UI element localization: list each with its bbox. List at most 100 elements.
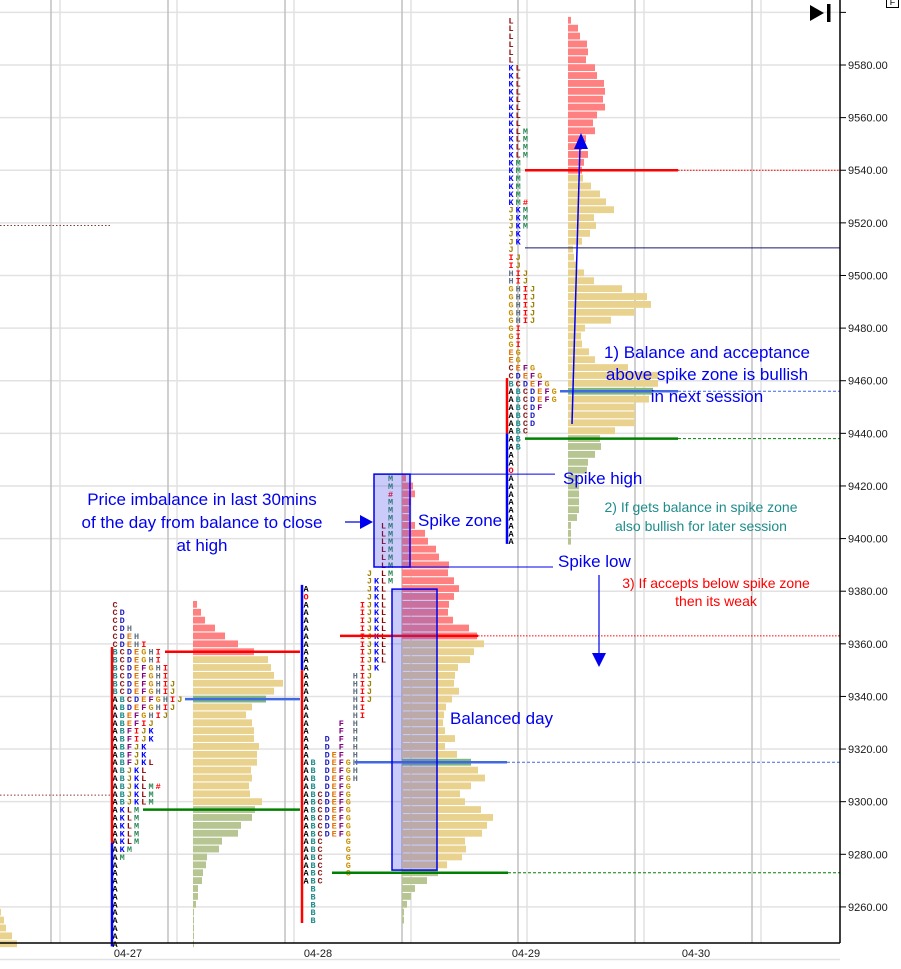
tpo-letter: A bbox=[303, 798, 309, 808]
tpo-letter: L bbox=[516, 143, 521, 153]
tpo-letter: D bbox=[523, 379, 528, 389]
tpo-letter: G bbox=[508, 316, 513, 326]
tpo-letter: K bbox=[508, 143, 514, 153]
tpo-letter: M bbox=[134, 821, 139, 831]
tpo-letter: A bbox=[303, 813, 309, 823]
tpo-letter: M bbox=[148, 798, 153, 808]
tpo-letter: A bbox=[303, 735, 309, 745]
tpo-letter: A bbox=[112, 750, 118, 760]
tpo-letter: J bbox=[170, 687, 175, 697]
tpo-letter: H bbox=[353, 766, 358, 776]
tpo-letter: L bbox=[516, 87, 521, 97]
spike-zone-label: Spike zone bbox=[418, 511, 502, 530]
volume-bar bbox=[568, 214, 594, 221]
tpo-letter: K bbox=[508, 182, 514, 192]
tpo-letter: C bbox=[523, 427, 528, 437]
volume-bar bbox=[193, 616, 205, 624]
volume-bar bbox=[568, 537, 571, 545]
volume-bar bbox=[402, 837, 465, 845]
volume-bar bbox=[193, 743, 259, 750]
volume-bar bbox=[402, 719, 443, 727]
f-toggle-button[interactable]: F bbox=[886, 0, 899, 8]
tpo-letter: D bbox=[127, 656, 132, 666]
tpo-letter: H bbox=[156, 671, 161, 681]
volume-bar bbox=[402, 798, 465, 806]
volume-bar bbox=[568, 403, 635, 411]
volume-bar bbox=[193, 608, 201, 616]
tpo-letter: I bbox=[508, 261, 513, 271]
tpo-letter: F bbox=[523, 364, 528, 374]
tpo-letter: D bbox=[127, 671, 132, 681]
volume-bar bbox=[402, 656, 470, 664]
tpo-letter: K bbox=[134, 798, 140, 808]
volume-bar bbox=[402, 703, 446, 711]
tpo-letter: A bbox=[508, 474, 514, 484]
tpo-letter: I bbox=[516, 332, 521, 342]
tpo-letter: A bbox=[508, 537, 514, 547]
volume-bar bbox=[193, 727, 254, 735]
tpo-letter: F bbox=[141, 663, 146, 673]
volume-bar bbox=[568, 198, 606, 206]
tpo-letter: G bbox=[508, 308, 513, 318]
tpo-letter: J bbox=[367, 592, 372, 602]
tpo-letter: E bbox=[134, 671, 139, 681]
volume-bar bbox=[193, 877, 202, 885]
tpo-letter: C bbox=[508, 371, 513, 381]
tpo-letter: D bbox=[127, 648, 132, 658]
tpo-letter: H bbox=[148, 711, 153, 721]
tpo-letter: A bbox=[303, 719, 309, 729]
volume-bar bbox=[193, 924, 194, 932]
tpo-letter: M bbox=[148, 782, 153, 792]
price-tick-label: 9360.00 bbox=[848, 639, 888, 651]
volume-bar bbox=[568, 245, 573, 253]
tpo-letter: A bbox=[112, 908, 118, 918]
volume-bar bbox=[193, 900, 196, 908]
tpo-letter: L bbox=[516, 150, 521, 160]
tpo-letter: J bbox=[367, 663, 372, 673]
tpo-letter: C bbox=[318, 837, 323, 847]
tpo-letter: C bbox=[318, 829, 323, 839]
spike-low-label: Spike low bbox=[558, 552, 631, 571]
volume-bar bbox=[402, 561, 449, 569]
tpo-letter: B bbox=[310, 766, 315, 776]
tpo-letter: D bbox=[325, 774, 330, 784]
tpo-letter: K bbox=[508, 174, 514, 184]
tpo-letter: H bbox=[156, 703, 161, 713]
volume-bar bbox=[402, 885, 415, 892]
tpo-letter: M bbox=[516, 190, 521, 200]
tpo-letter: K bbox=[148, 735, 154, 745]
volume-bar bbox=[568, 443, 601, 450]
tpo-letter: L bbox=[381, 521, 386, 531]
tpo-letter: L bbox=[141, 790, 146, 800]
spike-zone-box bbox=[373, 473, 411, 568]
tpo-letter: F bbox=[134, 711, 139, 721]
tpo-letter: J bbox=[508, 214, 513, 224]
tpo-letter: L bbox=[516, 111, 521, 121]
volume-bar bbox=[193, 782, 249, 790]
tpo-letter: F bbox=[339, 727, 344, 737]
tpo-letter: H bbox=[353, 687, 358, 697]
tpo-letter: D bbox=[127, 679, 132, 689]
scroll-to-end-button[interactable] bbox=[809, 3, 833, 23]
tpo-letter: A bbox=[303, 774, 309, 784]
tpo-letter: L bbox=[381, 600, 386, 610]
tpo-letter: I bbox=[141, 719, 146, 729]
tpo-letter: K bbox=[508, 166, 514, 176]
tpo-letter: F bbox=[141, 703, 146, 713]
tpo-letter: K bbox=[516, 237, 522, 247]
tpo-letter: L bbox=[516, 135, 521, 145]
tpo-letter: J bbox=[141, 727, 146, 737]
tpo-letter: K bbox=[134, 782, 140, 792]
tpo-letter: J bbox=[516, 261, 521, 271]
tpo-letter: K bbox=[516, 214, 522, 224]
tpo-letter: I bbox=[516, 269, 521, 279]
down-arrow-icon bbox=[592, 653, 606, 667]
tpo-letter: K bbox=[508, 79, 514, 89]
tpo-letter: A bbox=[303, 853, 309, 863]
tpo-letter: G bbox=[508, 340, 513, 350]
tpo-letter: C bbox=[112, 632, 117, 642]
tpo-letter: G bbox=[148, 679, 153, 689]
tpo-letter: A bbox=[112, 861, 118, 871]
volume-bar bbox=[402, 616, 453, 624]
